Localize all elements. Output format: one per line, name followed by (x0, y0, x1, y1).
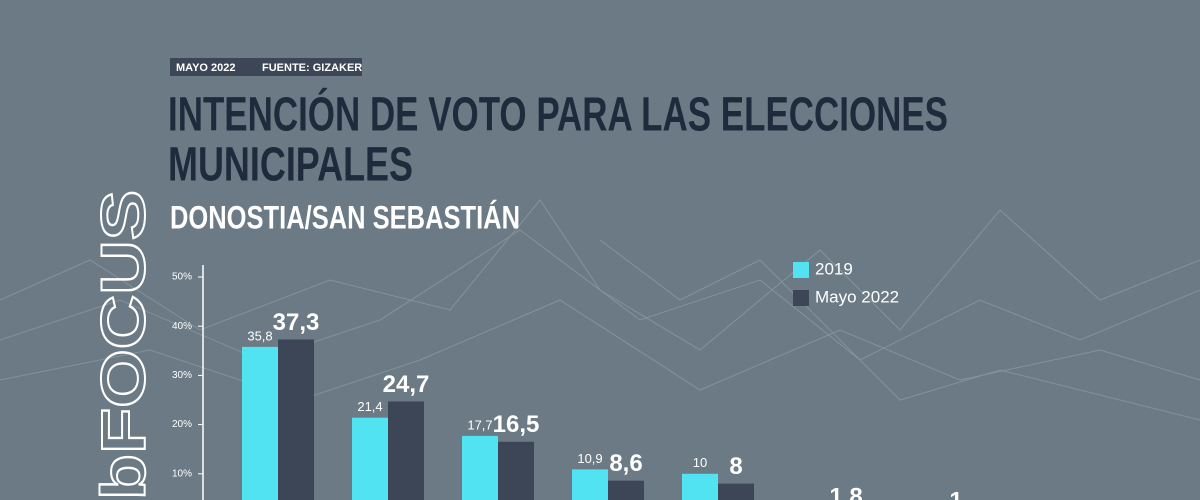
bar (242, 346, 278, 500)
legend-label: 2019 (815, 259, 853, 278)
value-label: 8,6 (609, 450, 642, 477)
value-label: 21,4 (357, 399, 382, 414)
value-label: 37,3 (273, 309, 320, 336)
legend-swatch (793, 262, 809, 278)
logo: bFOCUS (89, 190, 158, 500)
value-label: 1 (949, 487, 962, 500)
y-tick-label: 30% (172, 370, 192, 381)
bar (352, 417, 388, 500)
bar (608, 480, 644, 500)
bar (388, 401, 424, 500)
title-line: INTENCIÓN DE VOTO PARA LAS ELECCIONES (168, 87, 948, 142)
bar (572, 469, 608, 500)
title-line: MUNICIPALES (168, 139, 413, 192)
legend-swatch (793, 290, 809, 306)
value-label: 17,7 (467, 417, 492, 432)
legend-label: Mayo 2022 (815, 287, 899, 306)
date: MAYO 2022 (176, 62, 236, 74)
subtitle: DONOSTIA/SAN SEBASTIÁN (170, 199, 520, 235)
bar (718, 483, 754, 500)
value-label: 24,7 (383, 371, 430, 398)
value-label: 35,8 (247, 328, 272, 343)
value-label: 16,5 (493, 411, 540, 438)
y-tick-label: 40% (172, 321, 192, 332)
y-tick-label: 20% (172, 419, 192, 430)
bar (462, 435, 498, 500)
source: FUENTE: GIZAKER (262, 62, 362, 74)
value-label: 10 (693, 455, 707, 470)
decor-lines (0, 199, 1200, 421)
bar (682, 473, 718, 500)
header-box (170, 58, 362, 76)
bar (498, 441, 534, 500)
value-label: 10,9 (577, 451, 602, 466)
y-tick-label: 10% (172, 468, 192, 479)
y-tick-label: 50% (172, 272, 192, 283)
bar (278, 339, 314, 500)
value-label: 1,8 (829, 483, 862, 500)
value-label: 8 (729, 453, 742, 480)
